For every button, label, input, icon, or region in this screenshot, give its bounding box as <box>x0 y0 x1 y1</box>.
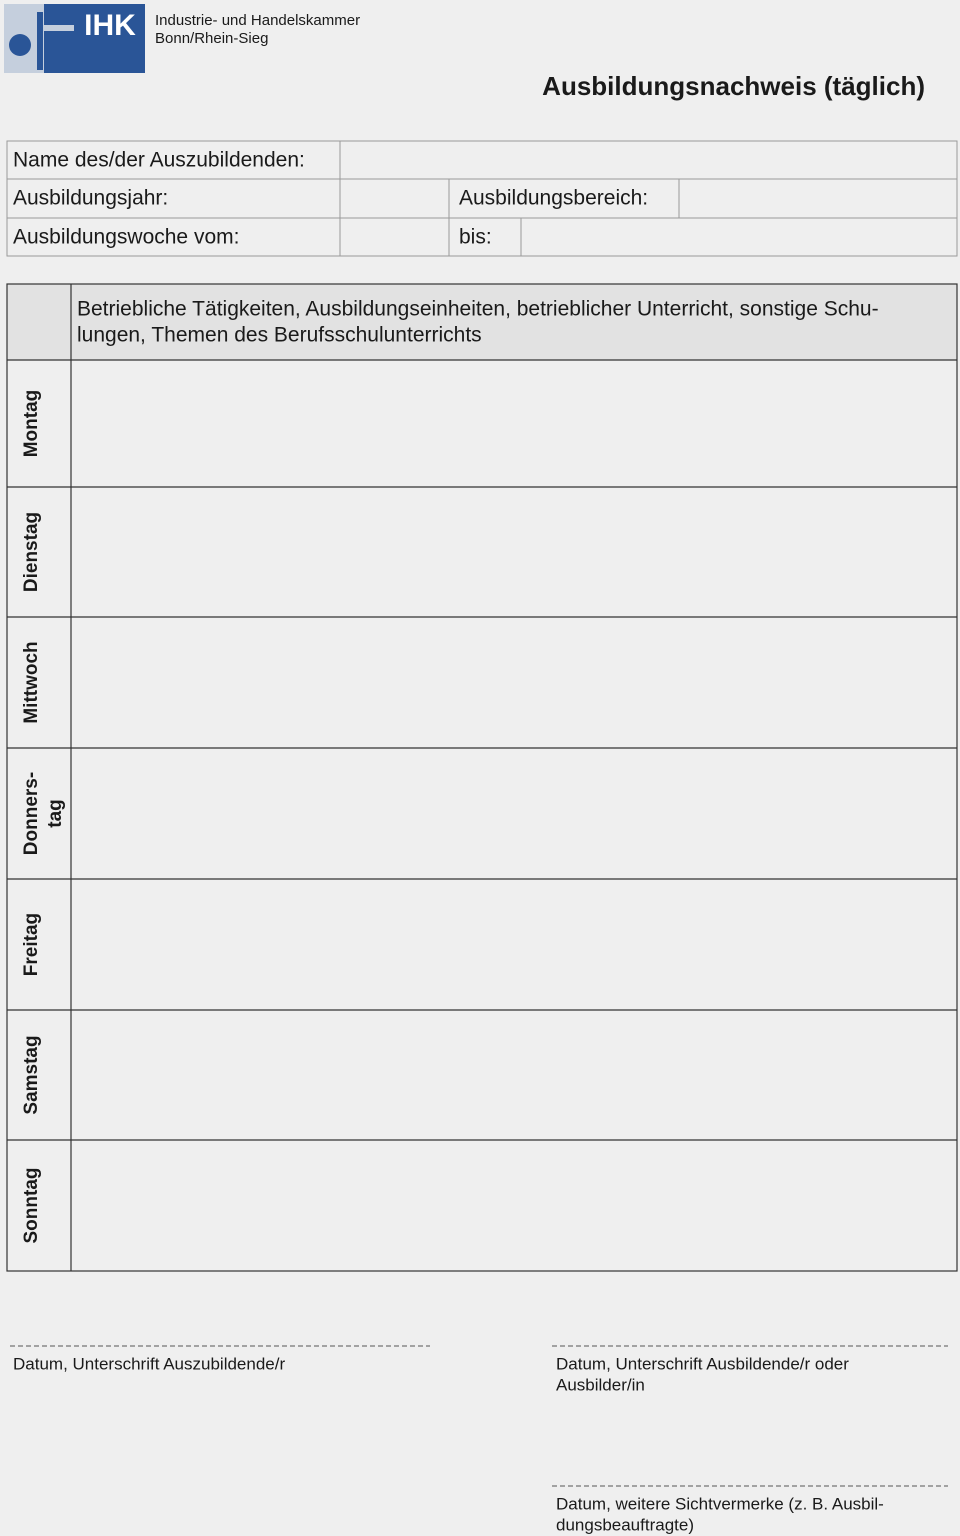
day-label: Mittwoch <box>21 641 42 723</box>
day-label: tag <box>45 799 66 828</box>
field-label: Ausbildungsjahr: <box>13 187 168 210</box>
signature-label: Datum, Unterschrift Auszubildende/r <box>13 1354 285 1373</box>
document-title: Ausbildungsnachweis (täglich) <box>542 71 925 101</box>
day-label: Dienstag <box>21 512 42 592</box>
signature-label: dungsbeauftragte) <box>556 1515 694 1534</box>
logo-text: IHK <box>84 9 136 42</box>
table-header: Betriebliche Tätigkeiten, Ausbildungsein… <box>77 298 879 321</box>
signature-label: Datum, Unterschrift Ausbildende/r oder <box>556 1354 849 1373</box>
signature-label: Datum, weitere Sichtvermerke (z. B. Ausb… <box>556 1494 884 1513</box>
field-label: Name des/der Auszubildenden: <box>13 149 305 172</box>
day-label: Freitag <box>21 913 42 976</box>
field-label: Ausbildungswoche vom: <box>13 226 239 249</box>
field-label: bis: <box>459 226 492 249</box>
organization-line: Industrie- und Handelskammer <box>155 12 360 29</box>
day-label: Sonntag <box>21 1168 42 1244</box>
activity-table: Betriebliche Tätigkeiten, Ausbildungsein… <box>6 283 958 1272</box>
day-label: Samstag <box>21 1035 42 1114</box>
info-table: Name des/der Auszubildenden: Ausbildungs… <box>6 140 958 257</box>
signature-label: Ausbilder/in <box>556 1375 645 1394</box>
table-header: lungen, Themen des Berufsschulunterricht… <box>77 324 482 347</box>
signature-area: Datum, Unterschrift Auszubildende/r Datu… <box>10 1345 948 1534</box>
field-label: Ausbildungsbereich: <box>459 187 648 210</box>
organization-line: Bonn/Rhein-Sieg <box>155 30 268 47</box>
day-label: Montag <box>21 390 42 458</box>
logo: IHK <box>4 4 145 73</box>
day-label: Donners- <box>21 772 42 855</box>
